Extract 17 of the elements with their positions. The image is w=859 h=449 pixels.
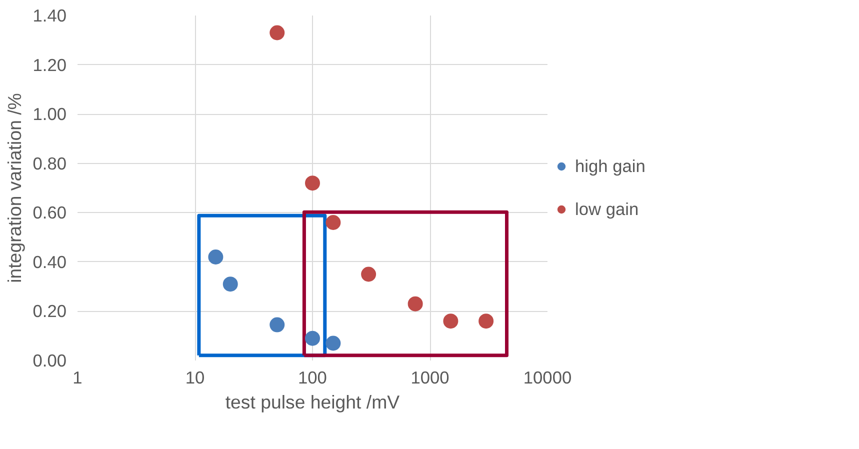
y-tick-label: 0.80 [32,153,67,174]
y-tick-label: 1.20 [32,54,67,75]
y-tick-label: 0.60 [32,202,67,223]
x-axis-title: test pulse height /mV [225,392,400,412]
y-tick-label: 0.20 [32,301,67,322]
x-tick-label: 10000 [523,368,572,388]
y-tick-label: 1.00 [32,104,67,124]
y-tick-label: 0.00 [32,350,67,370]
y-tick-label: 1.40 [32,6,67,26]
legend-label: high gain [575,156,646,176]
x-tick-label: 1000 [410,368,450,388]
x-tick-label: 100 [298,368,327,388]
x-tick-label: 1 [72,368,82,388]
x-tick-label: 10 [185,368,205,388]
y-tick-label: 0.40 [32,252,67,272]
y-axis-title: integration variation /% [4,93,25,283]
legend-label: low gain [575,198,639,220]
